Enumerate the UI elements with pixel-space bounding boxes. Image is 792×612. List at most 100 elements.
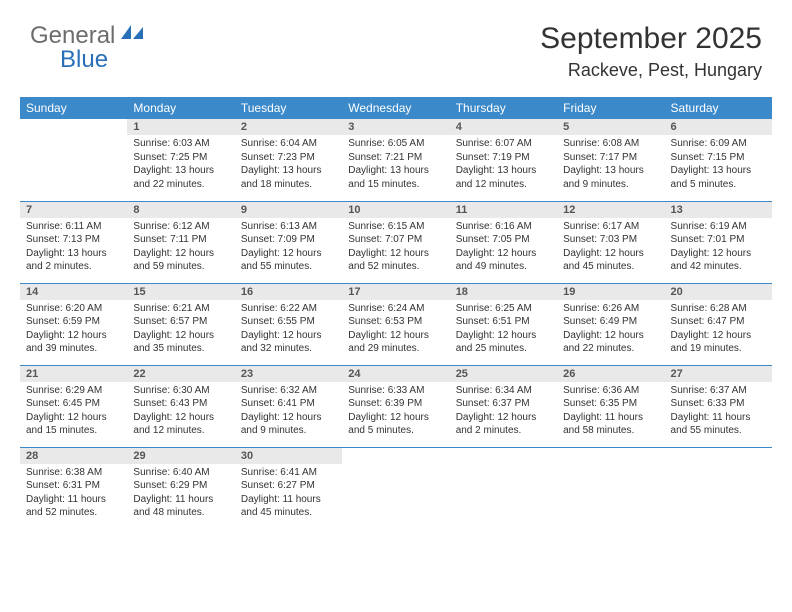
weekday-header: Monday xyxy=(127,97,234,119)
daylight-line: Daylight: 13 hours and 18 minutes. xyxy=(241,164,336,191)
calendar-week-row: 14Sunrise: 6:20 AMSunset: 6:59 PMDayligh… xyxy=(20,283,772,365)
sunrise-line: Sunrise: 6:03 AM xyxy=(133,137,228,151)
sunset-line: Sunset: 6:57 PM xyxy=(133,315,228,329)
sunset-line: Sunset: 6:31 PM xyxy=(26,479,121,493)
sunrise-line: Sunrise: 6:40 AM xyxy=(133,466,228,480)
day-number: 21 xyxy=(20,366,127,382)
day-details: Sunrise: 6:08 AMSunset: 7:17 PMDaylight:… xyxy=(557,135,664,195)
daylight-line: Daylight: 13 hours and 22 minutes. xyxy=(133,164,228,191)
daylight-line: Daylight: 12 hours and 2 minutes. xyxy=(456,411,551,438)
sunset-line: Sunset: 7:11 PM xyxy=(133,233,228,247)
daylight-line: Daylight: 12 hours and 45 minutes. xyxy=(563,247,658,274)
sunset-line: Sunset: 7:19 PM xyxy=(456,151,551,165)
calendar-day-cell: 5Sunrise: 6:08 AMSunset: 7:17 PMDaylight… xyxy=(557,119,664,201)
day-number: 18 xyxy=(450,284,557,300)
sunset-line: Sunset: 6:29 PM xyxy=(133,479,228,493)
calendar-body: 1Sunrise: 6:03 AMSunset: 7:25 PMDaylight… xyxy=(20,119,772,529)
sunrise-line: Sunrise: 6:22 AM xyxy=(241,302,336,316)
sunrise-line: Sunrise: 6:12 AM xyxy=(133,220,228,234)
day-details: Sunrise: 6:38 AMSunset: 6:31 PMDaylight:… xyxy=(20,464,127,524)
sunrise-line: Sunrise: 6:24 AM xyxy=(348,302,443,316)
daylight-line: Daylight: 12 hours and 29 minutes. xyxy=(348,329,443,356)
day-number: 13 xyxy=(665,202,772,218)
sunrise-line: Sunrise: 6:32 AM xyxy=(241,384,336,398)
calendar-day-cell: 16Sunrise: 6:22 AMSunset: 6:55 PMDayligh… xyxy=(235,283,342,365)
daylight-line: Daylight: 12 hours and 42 minutes. xyxy=(671,247,766,274)
day-number: 15 xyxy=(127,284,234,300)
sunset-line: Sunset: 6:35 PM xyxy=(563,397,658,411)
brand-sail-icon xyxy=(121,25,143,48)
daylight-line: Daylight: 11 hours and 58 minutes. xyxy=(563,411,658,438)
calendar-day-cell: 30Sunrise: 6:41 AMSunset: 6:27 PMDayligh… xyxy=(235,447,342,529)
daylight-line: Daylight: 12 hours and 25 minutes. xyxy=(456,329,551,356)
calendar-table: SundayMondayTuesdayWednesdayThursdayFrid… xyxy=(20,97,772,529)
day-number: 10 xyxy=(342,202,449,218)
sunrise-line: Sunrise: 6:19 AM xyxy=(671,220,766,234)
day-number: 23 xyxy=(235,366,342,382)
sunrise-line: Sunrise: 6:26 AM xyxy=(563,302,658,316)
day-details: Sunrise: 6:20 AMSunset: 6:59 PMDaylight:… xyxy=(20,300,127,360)
calendar-day-cell: 28Sunrise: 6:38 AMSunset: 6:31 PMDayligh… xyxy=(20,447,127,529)
day-number: 5 xyxy=(557,119,664,135)
title-block: September 2025 Rackeve, Pest, Hungary xyxy=(540,22,762,81)
day-number: 6 xyxy=(665,119,772,135)
daylight-line: Daylight: 12 hours and 52 minutes. xyxy=(348,247,443,274)
location-text: Rackeve, Pest, Hungary xyxy=(540,60,762,81)
day-details: Sunrise: 6:28 AMSunset: 6:47 PMDaylight:… xyxy=(665,300,772,360)
calendar-day-cell: 19Sunrise: 6:26 AMSunset: 6:49 PMDayligh… xyxy=(557,283,664,365)
sunset-line: Sunset: 6:45 PM xyxy=(26,397,121,411)
sunrise-line: Sunrise: 6:08 AM xyxy=(563,137,658,151)
calendar-day-cell: 20Sunrise: 6:28 AMSunset: 6:47 PMDayligh… xyxy=(665,283,772,365)
day-number: 25 xyxy=(450,366,557,382)
daylight-line: Daylight: 13 hours and 2 minutes. xyxy=(26,247,121,274)
calendar-day-cell xyxy=(665,447,772,529)
calendar-day-cell: 15Sunrise: 6:21 AMSunset: 6:57 PMDayligh… xyxy=(127,283,234,365)
daylight-line: Daylight: 12 hours and 59 minutes. xyxy=(133,247,228,274)
sunset-line: Sunset: 6:41 PM xyxy=(241,397,336,411)
daylight-line: Daylight: 13 hours and 5 minutes. xyxy=(671,164,766,191)
sunset-line: Sunset: 7:01 PM xyxy=(671,233,766,247)
day-number: 9 xyxy=(235,202,342,218)
daylight-line: Daylight: 12 hours and 15 minutes. xyxy=(26,411,121,438)
daylight-line: Daylight: 11 hours and 48 minutes. xyxy=(133,493,228,520)
day-number: 11 xyxy=(450,202,557,218)
daylight-line: Daylight: 11 hours and 52 minutes. xyxy=(26,493,121,520)
sunset-line: Sunset: 7:15 PM xyxy=(671,151,766,165)
calendar-day-cell: 1Sunrise: 6:03 AMSunset: 7:25 PMDaylight… xyxy=(127,119,234,201)
sunset-line: Sunset: 6:33 PM xyxy=(671,397,766,411)
day-details: Sunrise: 6:25 AMSunset: 6:51 PMDaylight:… xyxy=(450,300,557,360)
calendar-day-cell xyxy=(20,119,127,201)
sunset-line: Sunset: 6:51 PM xyxy=(456,315,551,329)
sunset-line: Sunset: 6:59 PM xyxy=(26,315,121,329)
day-number: 2 xyxy=(235,119,342,135)
day-details: Sunrise: 6:26 AMSunset: 6:49 PMDaylight:… xyxy=(557,300,664,360)
day-number: 30 xyxy=(235,448,342,464)
calendar-day-cell: 6Sunrise: 6:09 AMSunset: 7:15 PMDaylight… xyxy=(665,119,772,201)
daylight-line: Daylight: 12 hours and 5 minutes. xyxy=(348,411,443,438)
sunset-line: Sunset: 6:43 PM xyxy=(133,397,228,411)
sunset-line: Sunset: 7:05 PM xyxy=(456,233,551,247)
day-number: 8 xyxy=(127,202,234,218)
sunrise-line: Sunrise: 6:20 AM xyxy=(26,302,121,316)
daylight-line: Daylight: 12 hours and 35 minutes. xyxy=(133,329,228,356)
day-details: Sunrise: 6:30 AMSunset: 6:43 PMDaylight:… xyxy=(127,382,234,442)
calendar-day-cell: 11Sunrise: 6:16 AMSunset: 7:05 PMDayligh… xyxy=(450,201,557,283)
day-number: 27 xyxy=(665,366,772,382)
sunset-line: Sunset: 7:25 PM xyxy=(133,151,228,165)
day-details: Sunrise: 6:37 AMSunset: 6:33 PMDaylight:… xyxy=(665,382,772,442)
day-number: 14 xyxy=(20,284,127,300)
day-number: 28 xyxy=(20,448,127,464)
daylight-line: Daylight: 13 hours and 15 minutes. xyxy=(348,164,443,191)
sunrise-line: Sunrise: 6:16 AM xyxy=(456,220,551,234)
calendar-day-cell: 9Sunrise: 6:13 AMSunset: 7:09 PMDaylight… xyxy=(235,201,342,283)
sunrise-line: Sunrise: 6:11 AM xyxy=(26,220,121,234)
day-number: 20 xyxy=(665,284,772,300)
calendar-day-cell: 3Sunrise: 6:05 AMSunset: 7:21 PMDaylight… xyxy=(342,119,449,201)
calendar-day-cell: 17Sunrise: 6:24 AMSunset: 6:53 PMDayligh… xyxy=(342,283,449,365)
day-details: Sunrise: 6:11 AMSunset: 7:13 PMDaylight:… xyxy=(20,218,127,278)
calendar-header-row: SundayMondayTuesdayWednesdayThursdayFrid… xyxy=(20,97,772,119)
daylight-line: Daylight: 12 hours and 55 minutes. xyxy=(241,247,336,274)
daylight-line: Daylight: 12 hours and 39 minutes. xyxy=(26,329,121,356)
brand-logo: General Blue xyxy=(30,22,143,50)
calendar-week-row: 21Sunrise: 6:29 AMSunset: 6:45 PMDayligh… xyxy=(20,365,772,447)
